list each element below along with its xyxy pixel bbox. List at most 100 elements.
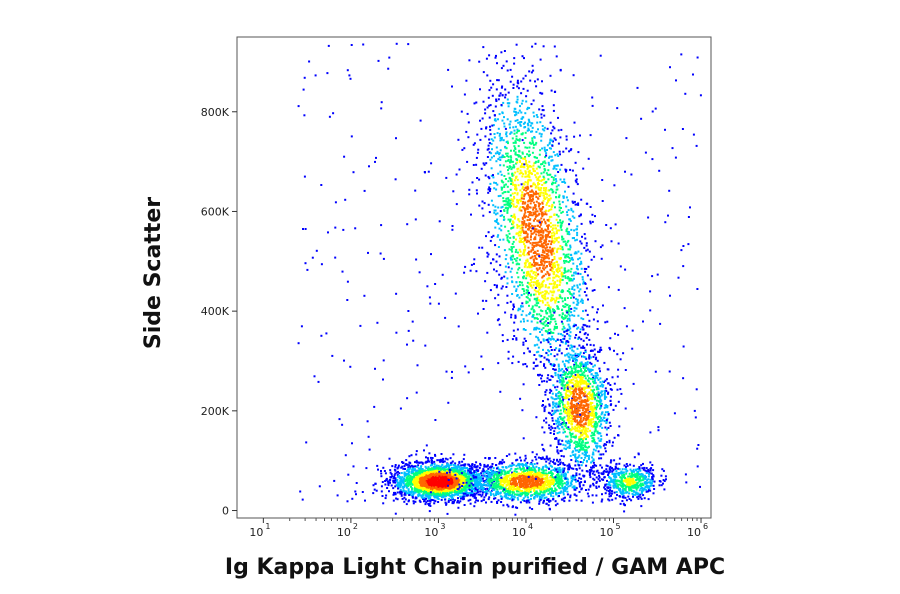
event-dot <box>569 494 572 497</box>
event-dot <box>502 218 505 221</box>
event-dot <box>491 486 494 489</box>
event-dot <box>522 240 525 243</box>
event-dot <box>466 160 469 163</box>
event-dot <box>509 469 512 472</box>
event-dot <box>445 487 448 490</box>
event-dot <box>514 468 517 471</box>
event-dot <box>573 485 576 488</box>
event-dot <box>503 122 506 125</box>
event-dot <box>549 476 552 479</box>
event-dot <box>434 486 437 489</box>
event-dot <box>557 266 560 269</box>
event-dot <box>440 488 443 491</box>
event-dot <box>493 155 495 158</box>
event-dot <box>546 474 549 477</box>
event-dot <box>542 339 545 342</box>
event-dot <box>455 477 458 480</box>
event-dot <box>571 237 574 240</box>
event-dot <box>540 488 543 491</box>
event-dot <box>557 264 560 266</box>
event-dot <box>531 480 534 483</box>
event-dot <box>504 493 507 496</box>
event-dot <box>481 491 484 494</box>
event-dot <box>387 484 390 487</box>
event-dot <box>440 477 443 480</box>
event-dot <box>457 506 460 509</box>
event-dot <box>505 152 508 155</box>
event-dot <box>441 485 444 488</box>
event-dot <box>574 161 577 164</box>
event-dot <box>438 475 441 478</box>
event-dot <box>511 362 514 365</box>
event-dot <box>592 484 595 487</box>
event-dot <box>485 471 488 474</box>
event-dot <box>392 477 395 480</box>
event-dot <box>497 493 500 496</box>
event-dot <box>585 294 588 297</box>
event-dot <box>548 350 551 353</box>
event-dot <box>391 465 394 468</box>
event-dot <box>409 477 412 479</box>
event-dot <box>496 486 499 488</box>
event-dot <box>491 488 494 491</box>
event-dot <box>467 475 470 478</box>
event-dot <box>539 498 542 501</box>
event-dot <box>531 307 534 310</box>
event-dot <box>516 95 519 98</box>
event-dot <box>573 488 576 491</box>
event-dot <box>466 491 469 494</box>
event-dot <box>520 156 523 159</box>
event-dot <box>445 477 448 480</box>
event-dot <box>516 467 519 470</box>
event-dot <box>588 250 591 253</box>
event-dot <box>431 488 434 491</box>
event-dot <box>432 484 435 487</box>
event-dot <box>530 462 533 464</box>
event-dot <box>426 457 429 460</box>
event-dot <box>529 488 532 491</box>
event-dot <box>518 489 521 491</box>
event-dot <box>576 265 579 268</box>
event-dot <box>561 341 564 344</box>
event-dot <box>414 496 417 499</box>
event-dot <box>413 482 415 485</box>
event-dot <box>411 487 413 490</box>
event-dot <box>521 55 524 58</box>
event-dot <box>556 474 558 477</box>
event-dot <box>547 243 550 246</box>
event-dot <box>550 253 553 256</box>
event-dot <box>542 45 545 48</box>
event-dot <box>565 483 568 486</box>
event-dot <box>548 163 551 166</box>
event-dot <box>394 464 397 466</box>
event-dot <box>409 483 412 486</box>
event-dot <box>544 150 547 153</box>
event-dot <box>431 480 433 483</box>
event-dot <box>456 488 459 491</box>
event-dot <box>452 488 455 491</box>
event-dot <box>552 231 555 234</box>
event-dot <box>537 478 540 481</box>
event-dot <box>570 278 573 280</box>
event-dot <box>559 471 562 473</box>
event-dot <box>453 468 456 471</box>
event-dot <box>554 500 557 503</box>
event-dot <box>513 258 516 260</box>
event-dot <box>425 497 428 500</box>
event-dot <box>478 246 481 249</box>
event-dot <box>468 488 471 491</box>
event-dot <box>446 468 449 471</box>
event-dot <box>535 167 538 170</box>
event-dot <box>486 465 489 468</box>
event-dot <box>544 482 547 485</box>
event-dot <box>409 474 412 477</box>
event-dot <box>409 478 412 481</box>
event-dot <box>388 479 391 482</box>
event-dot <box>495 146 498 149</box>
event-dot <box>459 468 462 471</box>
event-dot <box>538 471 541 474</box>
event-dot <box>522 341 525 344</box>
event-dot <box>559 168 562 171</box>
event-dot <box>440 465 443 468</box>
event-dot <box>448 498 451 500</box>
